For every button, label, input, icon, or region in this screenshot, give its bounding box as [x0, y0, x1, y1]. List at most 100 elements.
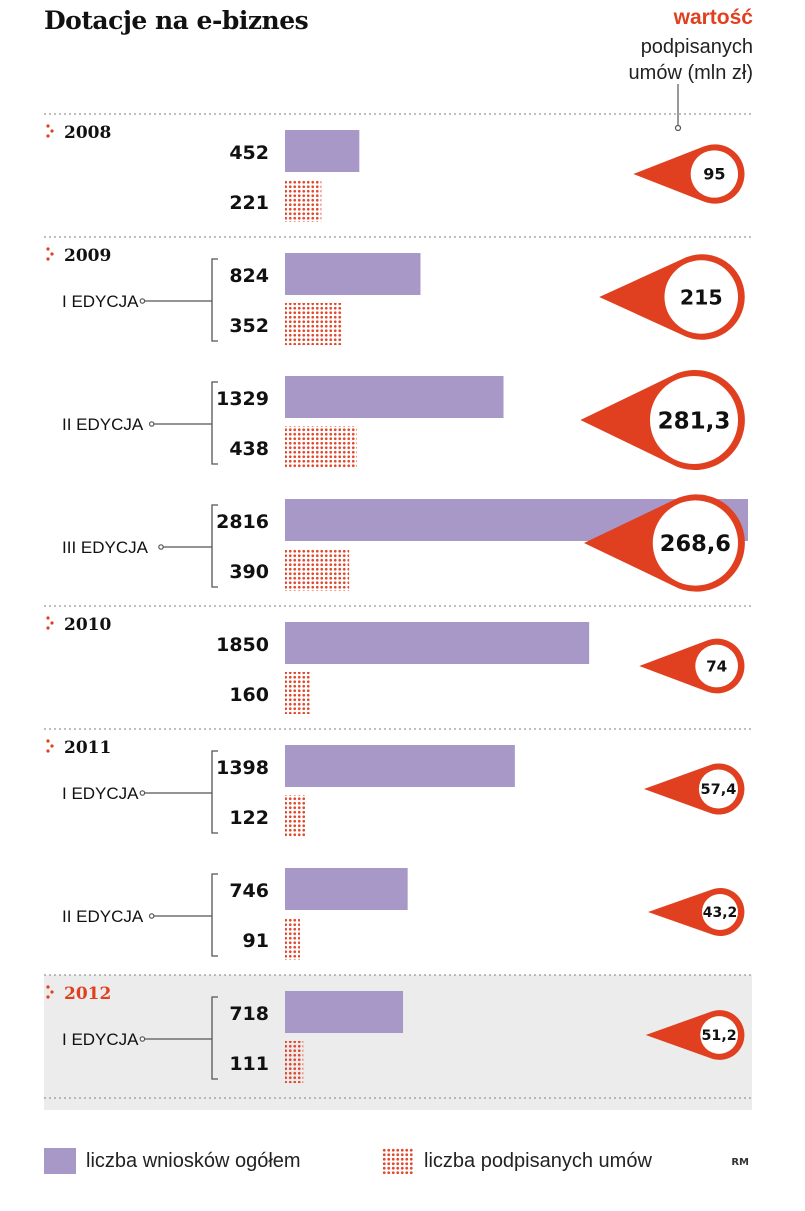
bar-contracts — [285, 303, 343, 345]
bar-contracts — [285, 672, 312, 714]
bar-applications — [285, 253, 421, 295]
value-label-applications: 452 — [229, 142, 269, 164]
value-bubble-label: 268,6 — [660, 531, 731, 557]
value-header-leader-dot — [674, 124, 682, 132]
value-label-applications: 824 — [229, 265, 269, 287]
value-label-contracts: 91 — [243, 930, 269, 952]
value-header-line-3: umów (mln zł) — [628, 62, 753, 84]
edition-leader-dot — [139, 1036, 146, 1042]
edition-label: I EDYCJA — [62, 784, 139, 803]
value-label-contracts: 352 — [229, 315, 269, 337]
edition-label: II EDYCJA — [62, 907, 144, 926]
value-bubble-inner — [702, 894, 738, 930]
year-marker-dot — [46, 985, 50, 989]
value-bubble-label: 51,2 — [701, 1028, 736, 1044]
bar-applications — [285, 745, 515, 787]
edition-leader-dot — [148, 913, 155, 919]
bar-contracts — [285, 918, 300, 960]
value-bubble-inner — [690, 150, 738, 198]
value-label-contracts: 221 — [229, 192, 269, 214]
value-label-contracts: 122 — [229, 807, 269, 829]
bar-applications — [285, 868, 408, 910]
bar-contracts — [285, 426, 358, 468]
edition-bracket — [211, 996, 218, 1080]
value-label-applications: 1398 — [216, 757, 269, 779]
edition-bracket — [211, 504, 218, 588]
bar-applications — [285, 376, 504, 418]
year-label: 2008 — [64, 123, 111, 143]
year-marker-dot — [46, 739, 50, 743]
credit: RM — [731, 1157, 749, 1168]
year-label: 2009 — [64, 246, 111, 266]
value-bubble-label: 95 — [703, 165, 725, 184]
year-marker-dot — [50, 129, 54, 133]
legend-label-contracts: liczba podpisanych umów — [424, 1149, 652, 1172]
bar-applications — [285, 130, 360, 172]
value-bubble-label: 281,3 — [658, 408, 731, 434]
edition-label: I EDYCJA — [62, 1030, 139, 1049]
legend-swatch-applications — [44, 1148, 76, 1174]
bar-contracts — [285, 180, 322, 222]
value-label-contracts: 390 — [229, 561, 269, 583]
year-label: 2010 — [64, 615, 111, 635]
bar-contracts — [285, 549, 350, 591]
value-header-accent: wartość — [673, 6, 753, 29]
value-bubble-inner — [700, 1016, 738, 1054]
value-bubble-label: 74 — [706, 657, 727, 675]
value-label-applications: 2816 — [216, 511, 269, 533]
value-bubble-label: 57,4 — [701, 782, 737, 798]
value-label-applications: 718 — [229, 1003, 269, 1025]
chart-title: Dotacje na e-biznes — [44, 6, 309, 35]
value-bubble-inner — [698, 769, 738, 809]
year-marker-dot — [46, 247, 50, 251]
value-label-applications: 1329 — [216, 388, 269, 410]
edition-bracket — [211, 873, 218, 957]
value-bubble-label: 43,2 — [703, 905, 738, 921]
year-marker-dot — [50, 744, 54, 748]
edition-leader-dot — [148, 421, 155, 427]
year-marker-dot — [46, 995, 50, 999]
value-bubble-inner — [652, 500, 739, 586]
legend-swatch-contracts — [382, 1148, 414, 1174]
value-label-applications: 746 — [229, 880, 269, 902]
value-bubble-inner — [650, 376, 738, 464]
year-marker-dot — [46, 616, 50, 620]
value-header-text: podpisanych umów (mln zł) — [629, 34, 753, 86]
value-header-line-2: podpisanych — [640, 36, 753, 58]
value-label-contracts: 438 — [229, 438, 269, 460]
bar-contracts — [285, 795, 306, 837]
year-marker-dot — [50, 990, 54, 994]
edition-bracket — [211, 258, 218, 342]
legend-item-contracts: liczba podpisanych umów — [382, 1148, 652, 1174]
value-bubble-label: 215 — [680, 285, 723, 309]
edition-leader-dot — [139, 790, 146, 796]
edition-leader-dot — [139, 298, 146, 304]
value-bubble-inner — [695, 644, 738, 688]
edition-bracket — [211, 381, 218, 465]
year-label: 2012 — [64, 984, 111, 1004]
year-marker-dot — [46, 626, 50, 630]
bar-applications — [285, 991, 404, 1033]
legend-item-applications: liczba wniosków ogółem — [44, 1148, 301, 1174]
year-marker-dot — [46, 124, 50, 128]
legend-label-applications: liczba wniosków ogółem — [86, 1149, 301, 1172]
value-bubble-inner — [664, 260, 738, 334]
legend: liczba wniosków ogółem liczba podpisanyc… — [44, 1148, 756, 1178]
year-marker-dot — [50, 621, 54, 625]
edition-leader-dot — [158, 544, 164, 550]
bar-contracts — [285, 1041, 304, 1083]
edition-bracket — [211, 750, 218, 834]
bar-applications — [285, 622, 590, 664]
value-label-contracts: 160 — [229, 684, 269, 706]
value-label-contracts: 111 — [229, 1053, 269, 1075]
edition-label: II EDYCJA — [62, 415, 144, 434]
value-label-applications: 1850 — [216, 634, 269, 656]
edition-label: III EDYCJA — [62, 538, 149, 557]
year-marker-dot — [46, 749, 50, 753]
year-marker-dot — [50, 252, 54, 256]
year-marker-dot — [46, 257, 50, 261]
year-label: 2011 — [64, 738, 111, 758]
edition-label: I EDYCJA — [62, 292, 139, 311]
year-marker-dot — [46, 134, 50, 138]
